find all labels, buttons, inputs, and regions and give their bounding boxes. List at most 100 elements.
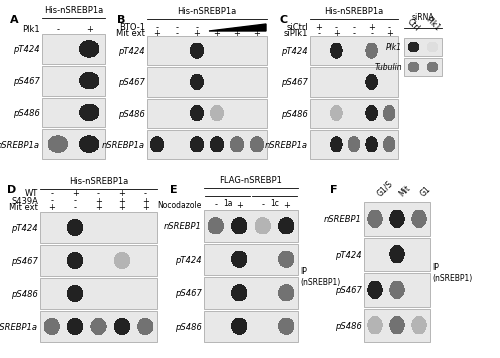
- Text: pT424: pT424: [336, 251, 362, 260]
- Text: Mit ext: Mit ext: [116, 29, 145, 39]
- Text: IP
(nSREBP1): IP (nSREBP1): [432, 263, 472, 283]
- Text: +: +: [118, 203, 126, 213]
- Bar: [364, 202, 430, 236]
- Bar: [310, 36, 398, 65]
- Text: +: +: [214, 29, 220, 39]
- Bar: [204, 310, 298, 342]
- Bar: [42, 66, 105, 96]
- Text: pS486: pS486: [118, 110, 145, 118]
- Text: His-nSREBP1a: His-nSREBP1a: [324, 7, 384, 16]
- Bar: [364, 237, 430, 271]
- Bar: [204, 243, 298, 275]
- Text: +: +: [283, 200, 290, 209]
- Text: +: +: [386, 29, 392, 39]
- Text: His-nSREBP1a: His-nSREBP1a: [44, 6, 103, 15]
- Text: G1/S: G1/S: [375, 179, 394, 198]
- Bar: [310, 130, 398, 159]
- Text: +: +: [142, 197, 148, 205]
- Text: Tubulin: Tubulin: [374, 63, 402, 73]
- Text: G1: G1: [419, 184, 433, 198]
- Bar: [364, 309, 430, 342]
- Text: 1a: 1a: [223, 199, 232, 208]
- Text: -: -: [144, 189, 147, 198]
- Text: +: +: [72, 189, 78, 198]
- Text: pS486: pS486: [175, 323, 202, 332]
- Text: F: F: [330, 185, 338, 195]
- Bar: [40, 311, 157, 342]
- Text: +: +: [194, 29, 200, 39]
- Text: -: -: [74, 203, 76, 213]
- Text: pS486: pS486: [335, 322, 362, 331]
- Text: pT424: pT424: [118, 47, 145, 56]
- Text: Plk1: Plk1: [386, 44, 402, 53]
- Text: pT424: pT424: [282, 47, 308, 56]
- Text: IP
(nSREBP1): IP (nSREBP1): [300, 267, 340, 287]
- Bar: [204, 277, 298, 309]
- Text: pT424: pT424: [176, 256, 202, 265]
- Text: His-nSREBP1a: His-nSREBP1a: [69, 177, 128, 186]
- Text: siRNA: siRNA: [412, 13, 434, 22]
- Text: 1c: 1c: [270, 199, 279, 208]
- Bar: [404, 38, 442, 56]
- Text: pS467: pS467: [335, 286, 362, 295]
- Text: +: +: [333, 29, 340, 39]
- Text: +: +: [118, 189, 126, 198]
- Bar: [42, 129, 105, 159]
- Text: -: -: [56, 25, 59, 34]
- Text: Plk1: Plk1: [424, 15, 442, 33]
- Text: -: -: [352, 29, 356, 39]
- Text: pS467: pS467: [281, 78, 308, 87]
- Text: nSREBP1a: nSREBP1a: [0, 141, 40, 150]
- Text: -: -: [50, 189, 53, 198]
- Polygon shape: [209, 24, 266, 31]
- Text: -: -: [352, 24, 356, 33]
- Text: C: C: [280, 15, 288, 25]
- Text: -: -: [97, 189, 100, 198]
- Text: -: -: [370, 29, 373, 39]
- Bar: [364, 273, 430, 306]
- Text: His-nSREBP1a: His-nSREBP1a: [178, 7, 236, 16]
- Bar: [310, 98, 398, 128]
- Text: pS467: pS467: [175, 289, 202, 298]
- Text: +: +: [86, 25, 92, 34]
- Text: FLAG-nSREBP1: FLAG-nSREBP1: [220, 176, 282, 185]
- Text: +: +: [236, 200, 242, 209]
- Text: nSREBP1: nSREBP1: [324, 215, 362, 224]
- Text: Nocodazole: Nocodazole: [158, 200, 202, 209]
- Bar: [40, 212, 157, 243]
- Text: siCtrl: siCtrl: [286, 24, 308, 33]
- Bar: [147, 67, 267, 97]
- Text: -: -: [196, 24, 198, 33]
- Text: nSREBP1a: nSREBP1a: [265, 141, 308, 150]
- Text: S439A: S439A: [11, 197, 38, 205]
- Text: pT424: pT424: [12, 224, 38, 233]
- Text: -: -: [318, 29, 320, 39]
- Text: B: B: [117, 15, 126, 25]
- Text: +: +: [254, 29, 260, 39]
- Text: A: A: [10, 15, 18, 25]
- Text: nSREBP1a: nSREBP1a: [0, 323, 38, 332]
- Text: -: -: [176, 29, 178, 39]
- Text: pS486: pS486: [281, 110, 308, 118]
- Bar: [147, 36, 267, 65]
- Text: +: +: [154, 29, 160, 39]
- Bar: [42, 97, 105, 127]
- Text: +: +: [234, 29, 240, 39]
- Text: pS486: pS486: [11, 290, 38, 299]
- Bar: [204, 210, 298, 242]
- Bar: [147, 130, 267, 159]
- Text: -: -: [74, 197, 76, 205]
- Bar: [40, 245, 157, 276]
- Text: +: +: [316, 24, 322, 33]
- Text: Ctrl: Ctrl: [406, 17, 421, 33]
- Bar: [147, 98, 267, 128]
- Text: +: +: [48, 203, 55, 213]
- Text: +: +: [95, 203, 102, 213]
- Text: +: +: [142, 203, 148, 213]
- Text: E: E: [170, 185, 177, 195]
- Text: -: -: [214, 200, 217, 209]
- Text: BTO-1: BTO-1: [119, 24, 145, 33]
- Bar: [40, 278, 157, 309]
- Bar: [310, 67, 398, 97]
- Text: siPlk1: siPlk1: [284, 29, 308, 39]
